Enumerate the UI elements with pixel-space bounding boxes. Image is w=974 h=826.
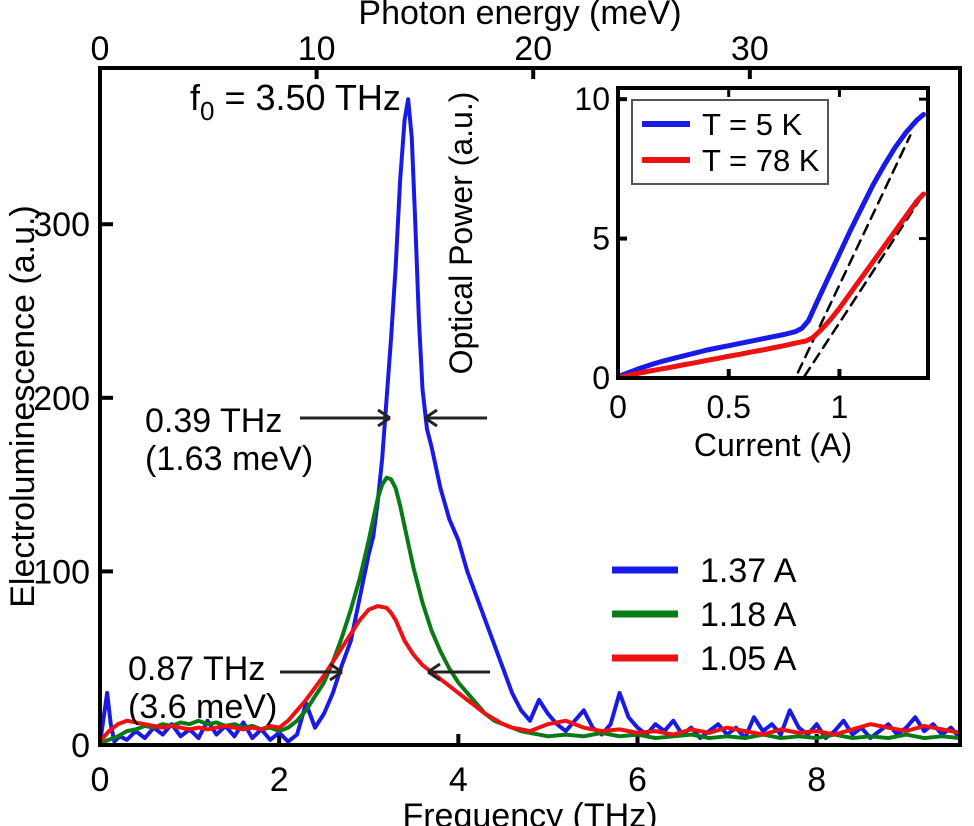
inset-fit-line-1 <box>803 192 925 376</box>
y-tick-label: 100 <box>33 553 90 591</box>
inset-y-axis-title: Optical Power (a.u.) <box>443 92 479 375</box>
y-tick-label: 200 <box>33 380 90 418</box>
series-line-1 <box>102 475 958 743</box>
inset-series-line-0 <box>620 111 926 376</box>
legend-label-2: 1.05 A <box>700 640 797 678</box>
top-x-tick-label: 10 <box>298 30 336 68</box>
inset-series-line-1 <box>620 191 926 376</box>
arrow-broad-left-head <box>329 662 343 682</box>
series-line-0 <box>102 97 958 743</box>
inset-legend-label-0: T = 5 K <box>702 107 803 142</box>
inset-legend-label-1: T = 78 K <box>702 143 820 178</box>
inset-fit-line-0 <box>794 134 912 376</box>
inset-x-tick-label: 0 <box>609 389 627 425</box>
x-tick-label: 8 <box>807 761 826 799</box>
y-tick-label: 0 <box>71 727 90 765</box>
annotation-broad-line1: 0.87 THz <box>128 650 265 688</box>
legend-label-0: 1.37 A <box>700 552 797 590</box>
arrow-narrow-left-head <box>377 408 391 428</box>
legend-label-1: 1.18 A <box>700 596 797 634</box>
inset-y-tick-label: 5 <box>592 221 610 257</box>
series-line-2 <box>102 604 958 743</box>
inset-x-tick-label: 0.5 <box>706 389 750 425</box>
top-x-tick-label: 0 <box>91 30 110 68</box>
arrow-broad-right-head <box>427 662 441 682</box>
inset-x-axis-title: Current (A) <box>694 427 852 463</box>
top-x-tick-label: 20 <box>514 30 552 68</box>
x-tick-label: 0 <box>91 761 110 799</box>
annotation-narrow-line2: (1.63 meV) <box>145 440 313 478</box>
main-plot-frame <box>98 66 962 747</box>
annotation-f0: f0 = 3.50 THz <box>190 77 401 126</box>
annotation-narrow-line1: 0.39 THz <box>145 402 282 440</box>
top-x-tick-label: 30 <box>731 30 769 68</box>
inset-legend-box <box>631 99 829 185</box>
x-axis-title: Frequency (THz) <box>402 797 657 826</box>
top-axis-title: Photon energy (meV) <box>358 0 681 32</box>
arrow-narrow-right-head <box>424 408 438 428</box>
x-tick-label: 6 <box>628 761 647 799</box>
y-axis-title: Electroluminescence (a.u.) <box>4 205 42 608</box>
inset-x-tick-label: 1 <box>831 389 849 425</box>
inset-y-tick-label: 0 <box>592 360 610 396</box>
x-tick-label: 2 <box>270 761 289 799</box>
y-tick-label: 300 <box>33 206 90 244</box>
inset-y-tick-label: 10 <box>574 81 610 117</box>
annotation-broad-line2: (3.6 meV) <box>128 688 277 726</box>
x-tick-label: 4 <box>449 761 468 799</box>
